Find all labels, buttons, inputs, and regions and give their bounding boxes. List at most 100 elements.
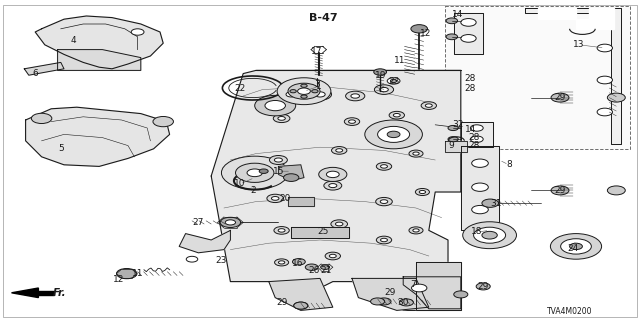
Circle shape — [597, 76, 612, 84]
Circle shape — [461, 19, 476, 26]
Circle shape — [269, 156, 287, 164]
Text: 8: 8 — [506, 160, 511, 169]
Text: 21: 21 — [321, 266, 332, 275]
Polygon shape — [445, 141, 467, 152]
Polygon shape — [352, 278, 429, 310]
Text: 28: 28 — [465, 74, 476, 83]
Polygon shape — [454, 13, 483, 54]
Text: 12: 12 — [420, 29, 431, 38]
Text: Fr.: Fr. — [52, 288, 66, 298]
Circle shape — [271, 196, 279, 200]
Text: 9: 9 — [449, 141, 454, 150]
Circle shape — [394, 114, 400, 117]
Circle shape — [292, 259, 305, 265]
Circle shape — [448, 137, 458, 142]
Text: 11: 11 — [132, 269, 143, 278]
Text: 26: 26 — [308, 266, 319, 275]
Circle shape — [255, 95, 296, 116]
Polygon shape — [278, 165, 304, 181]
Text: 31: 31 — [490, 199, 502, 208]
Circle shape — [326, 171, 339, 178]
Circle shape — [389, 111, 404, 119]
Circle shape — [265, 100, 285, 111]
Circle shape — [387, 131, 400, 138]
Text: 25: 25 — [317, 228, 329, 236]
Circle shape — [409, 150, 423, 157]
Circle shape — [482, 231, 497, 239]
Circle shape — [570, 243, 582, 250]
Text: 23: 23 — [388, 77, 399, 86]
Text: 2: 2 — [250, 186, 255, 195]
Polygon shape — [35, 16, 163, 69]
Circle shape — [273, 114, 290, 123]
Polygon shape — [288, 197, 314, 206]
Circle shape — [312, 90, 318, 93]
Circle shape — [415, 188, 429, 196]
Circle shape — [335, 222, 343, 226]
Circle shape — [377, 298, 391, 305]
Text: 22: 22 — [234, 84, 246, 92]
Text: 30: 30 — [397, 298, 409, 307]
Circle shape — [470, 125, 483, 131]
Text: 24: 24 — [567, 244, 579, 252]
Text: 6: 6 — [33, 69, 38, 78]
Circle shape — [461, 35, 476, 42]
Polygon shape — [525, 8, 621, 144]
Polygon shape — [461, 122, 493, 147]
Text: 1: 1 — [316, 82, 321, 91]
Circle shape — [472, 183, 488, 191]
Circle shape — [301, 95, 307, 98]
Polygon shape — [416, 262, 461, 310]
Circle shape — [294, 302, 308, 309]
Circle shape — [277, 78, 331, 105]
Text: 14: 14 — [465, 125, 476, 134]
Circle shape — [374, 69, 387, 75]
Circle shape — [376, 163, 392, 170]
Polygon shape — [36, 291, 54, 295]
Circle shape — [321, 265, 330, 269]
Circle shape — [131, 29, 144, 35]
Circle shape — [378, 126, 410, 142]
Circle shape — [551, 93, 569, 102]
Circle shape — [454, 291, 468, 298]
Circle shape — [274, 227, 289, 234]
Circle shape — [344, 118, 360, 125]
Text: 28: 28 — [465, 84, 476, 92]
Circle shape — [411, 25, 428, 33]
Polygon shape — [291, 227, 349, 238]
Polygon shape — [179, 230, 230, 253]
Circle shape — [371, 298, 385, 305]
Circle shape — [186, 256, 198, 262]
Circle shape — [220, 217, 241, 228]
Text: 29: 29 — [276, 298, 287, 307]
Circle shape — [275, 158, 282, 162]
Text: 5: 5 — [58, 144, 63, 153]
Text: 23: 23 — [215, 256, 227, 265]
Circle shape — [116, 268, 137, 279]
Circle shape — [374, 85, 394, 94]
Circle shape — [247, 169, 262, 177]
Circle shape — [336, 149, 342, 152]
Circle shape — [275, 259, 289, 266]
Circle shape — [324, 181, 342, 190]
Bar — [445, 6, 630, 149]
Circle shape — [31, 113, 52, 124]
Circle shape — [329, 184, 337, 188]
Circle shape — [482, 199, 499, 207]
Circle shape — [448, 125, 458, 131]
Polygon shape — [403, 277, 461, 309]
Circle shape — [387, 78, 400, 84]
Text: 28: 28 — [468, 141, 479, 150]
Circle shape — [286, 92, 296, 97]
Text: 28: 28 — [468, 133, 479, 142]
Text: 29: 29 — [477, 282, 489, 291]
Text: 7: 7 — [410, 280, 415, 289]
Circle shape — [551, 186, 569, 195]
Circle shape — [472, 205, 488, 214]
Text: TVA4M0200: TVA4M0200 — [547, 308, 593, 316]
Circle shape — [349, 120, 355, 123]
Circle shape — [607, 93, 625, 102]
Polygon shape — [538, 8, 614, 29]
Text: B-47: B-47 — [309, 12, 337, 23]
Circle shape — [236, 163, 274, 182]
